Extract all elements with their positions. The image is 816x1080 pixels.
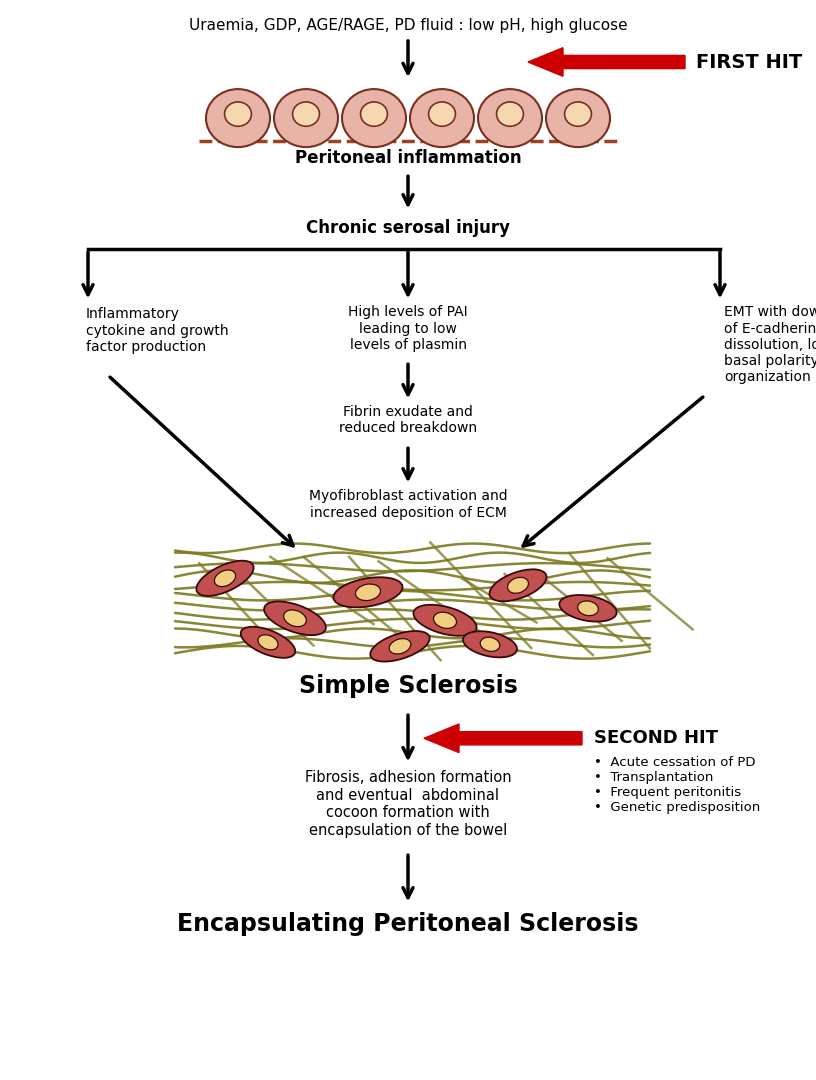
- Text: •  Acute cessation of PD
•  Transplantation
•  Frequent peritonitis
•  Genetic p: • Acute cessation of PD • Transplantatio…: [594, 756, 761, 814]
- Ellipse shape: [565, 102, 592, 126]
- Ellipse shape: [258, 635, 278, 650]
- Text: High levels of PAI
leading to low
levels of plasmin: High levels of PAI leading to low levels…: [348, 306, 468, 352]
- Ellipse shape: [559, 595, 617, 622]
- Text: EMT with down-regulation
of E-cadherin, cell junction
dissolution, loss of apica: EMT with down-regulation of E-cadherin, …: [724, 306, 816, 384]
- Ellipse shape: [342, 90, 406, 147]
- Ellipse shape: [480, 637, 499, 651]
- Text: Simple Sclerosis: Simple Sclerosis: [299, 674, 517, 699]
- Polygon shape: [528, 48, 685, 77]
- Ellipse shape: [478, 90, 542, 147]
- Text: Peritoneal inflammation: Peritoneal inflammation: [295, 149, 521, 167]
- Ellipse shape: [284, 610, 306, 626]
- Ellipse shape: [264, 602, 326, 635]
- Ellipse shape: [433, 612, 456, 629]
- Ellipse shape: [215, 570, 236, 586]
- Ellipse shape: [428, 102, 455, 126]
- Text: Fibrosis, adhesion formation
and eventual  abdominal
cocoon formation with
encap: Fibrosis, adhesion formation and eventua…: [304, 770, 512, 837]
- Text: SECOND HIT: SECOND HIT: [594, 729, 718, 747]
- Ellipse shape: [463, 631, 517, 658]
- Text: Myofibroblast activation and
increased deposition of ECM: Myofibroblast activation and increased d…: [308, 489, 508, 519]
- Ellipse shape: [508, 578, 529, 593]
- Ellipse shape: [490, 569, 547, 602]
- Ellipse shape: [224, 102, 251, 126]
- Text: Inflammatory
cytokine and growth
factor production: Inflammatory cytokine and growth factor …: [86, 308, 228, 353]
- Ellipse shape: [274, 90, 338, 147]
- Ellipse shape: [206, 90, 270, 147]
- Text: Chronic serosal injury: Chronic serosal injury: [306, 219, 510, 238]
- Ellipse shape: [370, 631, 430, 662]
- Polygon shape: [424, 724, 582, 753]
- Text: Uraemia, GDP, AGE/RAGE, PD fluid : low pH, high glucose: Uraemia, GDP, AGE/RAGE, PD fluid : low p…: [188, 18, 628, 33]
- Ellipse shape: [497, 102, 523, 126]
- Ellipse shape: [241, 626, 295, 658]
- Text: Fibrin exudate and
reduced breakdown: Fibrin exudate and reduced breakdown: [339, 405, 477, 435]
- Text: FIRST HIT: FIRST HIT: [696, 53, 802, 71]
- Ellipse shape: [414, 605, 477, 636]
- Text: Encapsulating Peritoneal Sclerosis: Encapsulating Peritoneal Sclerosis: [177, 913, 639, 936]
- Ellipse shape: [546, 90, 610, 147]
- Ellipse shape: [578, 600, 598, 616]
- Ellipse shape: [410, 90, 474, 147]
- Ellipse shape: [356, 584, 380, 600]
- Ellipse shape: [361, 102, 388, 126]
- Ellipse shape: [197, 561, 254, 596]
- Ellipse shape: [334, 577, 402, 607]
- Ellipse shape: [389, 638, 410, 654]
- Ellipse shape: [293, 102, 319, 126]
